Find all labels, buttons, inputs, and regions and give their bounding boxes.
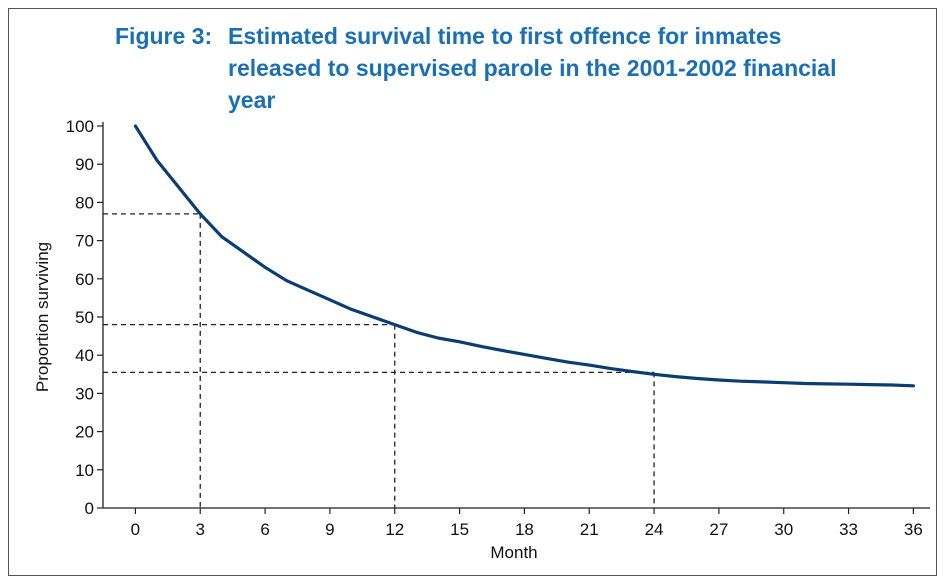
x-tick-label: 0	[131, 520, 140, 539]
reference-lines	[103, 213, 655, 508]
x-tick-label: 30	[774, 520, 793, 539]
y-tick-label: 50	[75, 308, 94, 327]
x-tick-label: 12	[385, 520, 404, 539]
y-tick-label: 10	[75, 461, 94, 480]
y-tick-label: 80	[75, 193, 94, 212]
figure-label: Figure 3:	[115, 23, 213, 49]
x-tick-label: 21	[580, 520, 599, 539]
x-tick-label: 15	[450, 520, 469, 539]
y-axis-label: Proportion surviving	[33, 242, 52, 392]
x-tick-label: 36	[904, 520, 923, 539]
y-tick-label: 0	[85, 499, 94, 518]
x-axis-label: Month	[490, 543, 537, 562]
y-tick-label: 100	[66, 117, 94, 136]
y-tick-label: 20	[75, 423, 94, 442]
x-tick-label: 33	[839, 520, 858, 539]
chart-series	[133, 124, 916, 388]
figure-frame	[8, 8, 937, 576]
y-tick-label: 60	[75, 270, 94, 289]
x-tick-label: 6	[260, 520, 269, 539]
y-tick-label: 30	[75, 384, 94, 403]
x-tick-label: 3	[196, 520, 205, 539]
x-tick-label: 9	[325, 520, 334, 539]
survival-curve	[133, 124, 916, 388]
y-tick-label: 40	[75, 346, 94, 365]
y-tick-label: 90	[75, 155, 94, 174]
y-tick-label: 70	[75, 232, 94, 251]
figure-title-text: Estimated survival time to first offence…	[228, 23, 837, 113]
x-tick-label: 27	[709, 520, 728, 539]
x-tick-label: 24	[645, 520, 664, 539]
x-tick-label: 18	[515, 520, 534, 539]
